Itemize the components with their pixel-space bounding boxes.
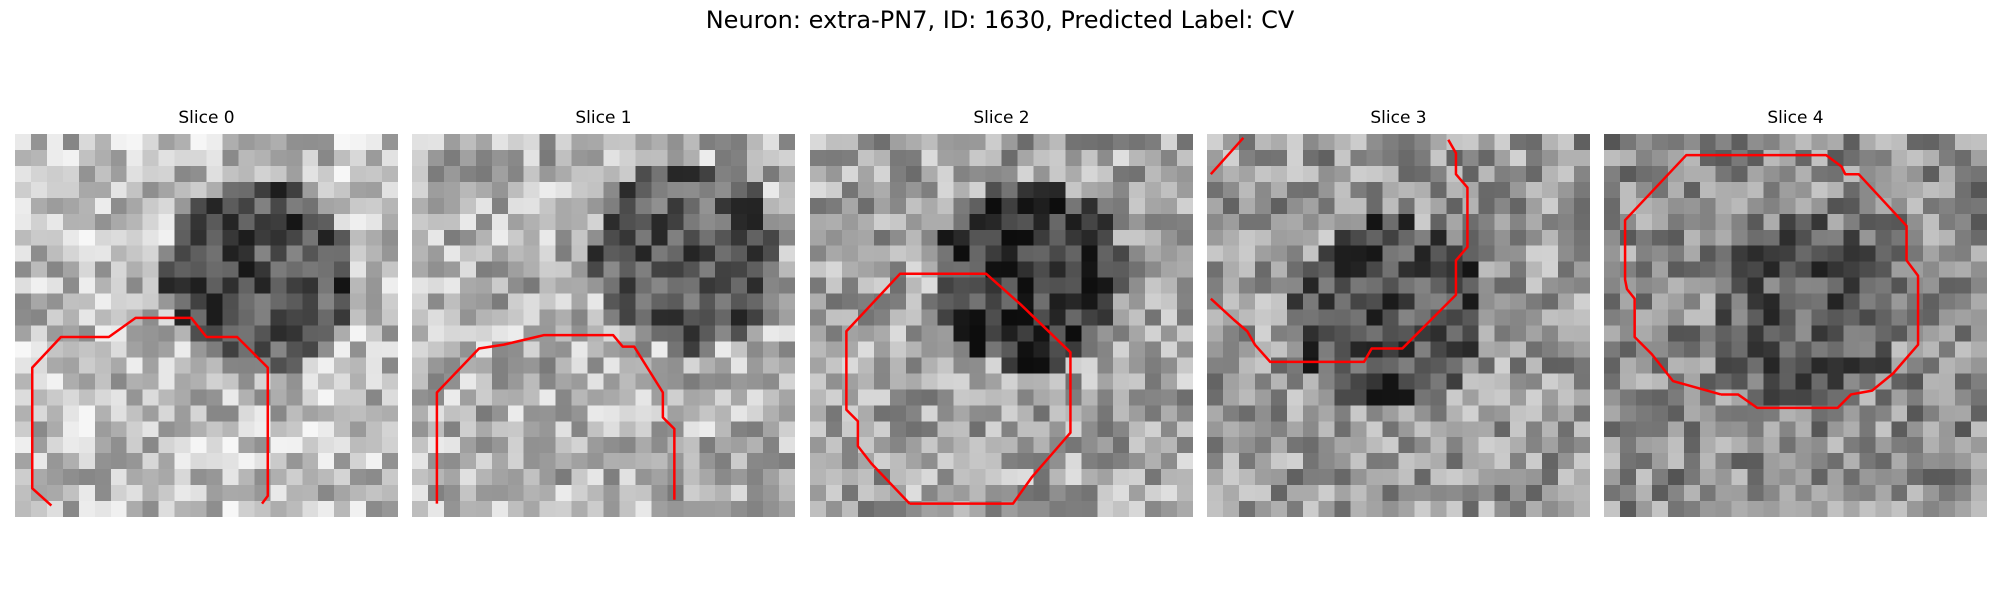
slice-title: Slice 3: [1370, 108, 1427, 128]
cell-contour: [1625, 155, 1918, 408]
contour-overlay: [1207, 134, 1590, 517]
slice-panel-1: Slice 1: [412, 108, 795, 518]
cell-contour: [846, 274, 1070, 504]
slice-title: Slice 2: [973, 108, 1030, 128]
slice-panel-4: Slice 4: [1604, 108, 1987, 518]
cell-contour: [437, 335, 674, 504]
cell-contour: [1211, 138, 1244, 174]
grayscale-micrograph: [810, 134, 1193, 517]
grayscale-micrograph: [412, 134, 795, 517]
grayscale-micrograph: [1207, 134, 1590, 517]
slice-title: Slice 1: [575, 108, 632, 128]
cell-contour: [32, 318, 268, 506]
contour-overlay: [15, 134, 398, 517]
contour-overlay: [1604, 134, 1987, 517]
contour-overlay: [810, 134, 1193, 517]
slice-panel-2: Slice 2: [810, 108, 1193, 518]
slice-panel-3: Slice 3: [1207, 108, 1590, 518]
grayscale-micrograph: [1604, 134, 1987, 517]
slice-panel-0: Slice 0: [15, 108, 398, 518]
grayscale-micrograph: [15, 134, 398, 517]
contour-overlay: [412, 134, 795, 517]
cell-contour: [1211, 140, 1468, 362]
figure-title: Neuron: extra-PN7, ID: 1630, Predicted L…: [705, 6, 1295, 34]
slice-title: Slice 4: [1767, 108, 1824, 128]
slice-title: Slice 0: [178, 108, 235, 128]
